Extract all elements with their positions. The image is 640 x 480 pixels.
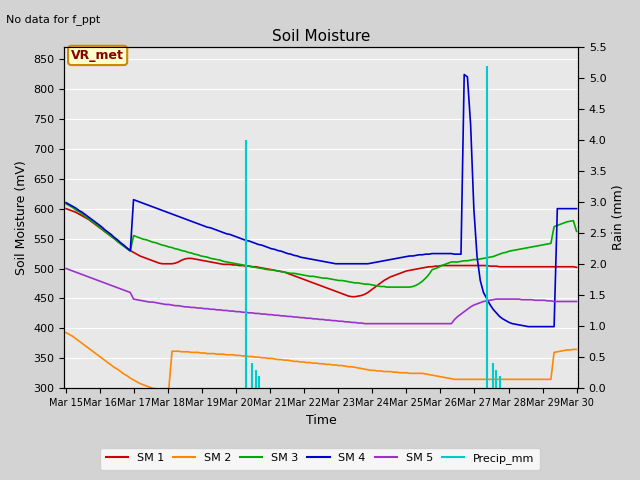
- X-axis label: Time: Time: [306, 414, 337, 427]
- Title: Soil Moisture: Soil Moisture: [272, 29, 371, 44]
- Y-axis label: Soil Moisture (mV): Soil Moisture (mV): [15, 160, 28, 275]
- Legend: SM 1, SM 2, SM 3, SM 4, SM 5, Precip_mm: SM 1, SM 2, SM 3, SM 4, SM 5, Precip_mm: [100, 448, 540, 469]
- Y-axis label: Rain (mm): Rain (mm): [612, 185, 625, 251]
- Text: VR_met: VR_met: [71, 49, 124, 62]
- Text: No data for f_ppt: No data for f_ppt: [6, 14, 100, 25]
